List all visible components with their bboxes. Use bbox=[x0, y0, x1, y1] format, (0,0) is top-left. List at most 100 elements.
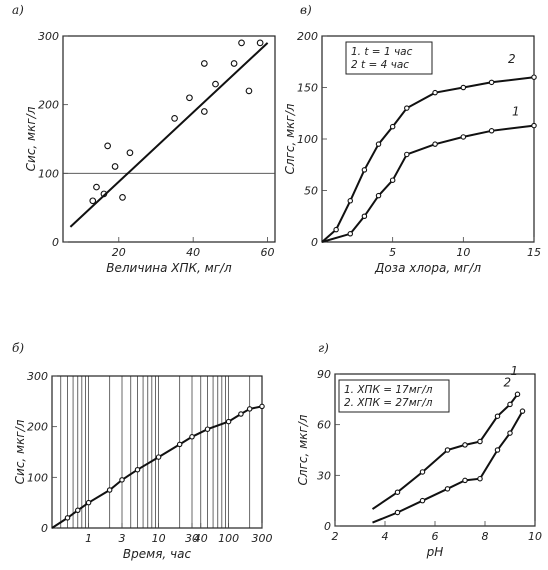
data-point bbox=[394, 489, 401, 495]
x-tick-label: 1 bbox=[85, 532, 92, 545]
y-tick-label: 100 bbox=[38, 167, 59, 180]
y-tick-label: 60 bbox=[317, 419, 331, 432]
data-point bbox=[189, 434, 195, 440]
data-point bbox=[404, 151, 410, 158]
data-point bbox=[126, 149, 134, 157]
data-point bbox=[238, 411, 244, 417]
data-point bbox=[507, 430, 513, 436]
chart-panel-v: 0 50 100 150 200 5 10 15 Доза хлора, мг/л Cлгс, м… bbox=[283, 3, 541, 275]
data-point bbox=[460, 84, 467, 91]
data-point bbox=[477, 438, 483, 445]
panel-label: в) bbox=[300, 3, 312, 17]
data-point bbox=[432, 89, 438, 96]
data-point bbox=[389, 177, 396, 183]
x-tick-label: 2 bbox=[332, 530, 339, 543]
x-tick-label: 5 bbox=[389, 246, 396, 259]
x-axis-label: Величина ХПК, мг/л bbox=[106, 261, 232, 275]
data-point bbox=[186, 94, 193, 102]
data-point bbox=[514, 391, 521, 398]
panel-label: а) bbox=[12, 3, 24, 17]
x-tick-label: 3 bbox=[119, 532, 126, 545]
panel-label: г) bbox=[318, 341, 329, 355]
data-point bbox=[394, 509, 401, 516]
data-point bbox=[155, 454, 162, 460]
series-line bbox=[372, 410, 524, 524]
curve-label: 1 bbox=[512, 105, 520, 119]
data-point bbox=[531, 122, 537, 129]
y-tick-label: 0 bbox=[311, 236, 318, 249]
data-point bbox=[106, 487, 113, 493]
data-point bbox=[238, 39, 245, 47]
x-tick-label: 40 bbox=[186, 246, 200, 259]
data-point bbox=[119, 477, 125, 483]
data-point bbox=[460, 134, 467, 140]
y-axis-label: Cлгс, мкг/л bbox=[283, 103, 297, 174]
data-point bbox=[104, 142, 111, 150]
x-tick-label: 15 bbox=[527, 246, 541, 259]
y-tick-label: 300 bbox=[27, 370, 48, 383]
series-line bbox=[321, 124, 535, 243]
data-point bbox=[246, 406, 253, 412]
data-point bbox=[419, 469, 426, 475]
data-point bbox=[200, 108, 208, 115]
data-point bbox=[488, 128, 495, 134]
data-point bbox=[171, 115, 178, 122]
data-point bbox=[419, 497, 426, 504]
data-point bbox=[361, 213, 368, 220]
y-tick-label: 300 bbox=[38, 30, 59, 43]
data-point bbox=[93, 183, 100, 191]
data-point bbox=[256, 39, 264, 47]
x-tick-label: 60 bbox=[261, 246, 275, 259]
data-point bbox=[477, 475, 483, 482]
chart-panel-a: 0 100 200 300 20 40 60 Величина ХПК, мг/л Cис, м… bbox=[12, 3, 276, 275]
x-tick-label: 4 bbox=[382, 530, 389, 543]
y-tick-label: 150 bbox=[297, 82, 318, 95]
legend-entry: 1. ХПК = 17мг/л bbox=[344, 384, 433, 396]
legend-entry: 1. t = 1 час bbox=[351, 46, 413, 58]
x-tick-label: 10 bbox=[456, 246, 470, 259]
series-line bbox=[69, 42, 269, 228]
legend-box bbox=[338, 379, 450, 413]
x-tick-label: 10 bbox=[152, 532, 166, 545]
data-point bbox=[462, 442, 468, 448]
data-point bbox=[432, 141, 438, 147]
data-point bbox=[519, 408, 526, 414]
data-point bbox=[375, 192, 382, 199]
data-point bbox=[85, 499, 92, 506]
y-tick-label: 100 bbox=[297, 133, 318, 146]
data-point bbox=[531, 74, 537, 80]
data-point bbox=[389, 123, 396, 130]
series-line bbox=[51, 405, 263, 529]
y-tick-label: 200 bbox=[38, 99, 59, 112]
y-tick-label: 100 bbox=[27, 471, 48, 484]
data-point bbox=[225, 418, 232, 425]
plot-frame bbox=[51, 375, 263, 529]
x-tick-label: 6 bbox=[432, 530, 439, 543]
y-tick-label: 200 bbox=[27, 421, 48, 434]
x-tick-label: 20 bbox=[112, 246, 126, 259]
legend-entry: 2. ХПК = 27мг/л bbox=[344, 397, 433, 409]
data-point bbox=[507, 401, 513, 408]
y-tick-label: 90 bbox=[317, 368, 331, 381]
data-point bbox=[361, 167, 368, 173]
data-point bbox=[89, 197, 97, 205]
y-tick-label: 200 bbox=[297, 30, 318, 43]
data-point bbox=[444, 447, 451, 453]
x-axis-label: Доза хлора, мг/л bbox=[374, 261, 481, 275]
curve-label: 1 bbox=[511, 364, 519, 378]
data-point bbox=[347, 198, 354, 204]
data-point bbox=[134, 466, 141, 473]
data-point bbox=[245, 87, 253, 95]
y-axis-label: Cис, мкг/л bbox=[13, 419, 27, 484]
data-point bbox=[230, 60, 238, 67]
x-axis-label: pH bbox=[426, 545, 444, 559]
data-point bbox=[119, 194, 126, 201]
data-point bbox=[111, 163, 119, 170]
panel-label: б) bbox=[12, 341, 24, 355]
data-point bbox=[488, 79, 495, 86]
y-tick-label: 0 bbox=[324, 520, 331, 533]
data-point bbox=[333, 226, 339, 233]
data-point bbox=[404, 105, 410, 111]
